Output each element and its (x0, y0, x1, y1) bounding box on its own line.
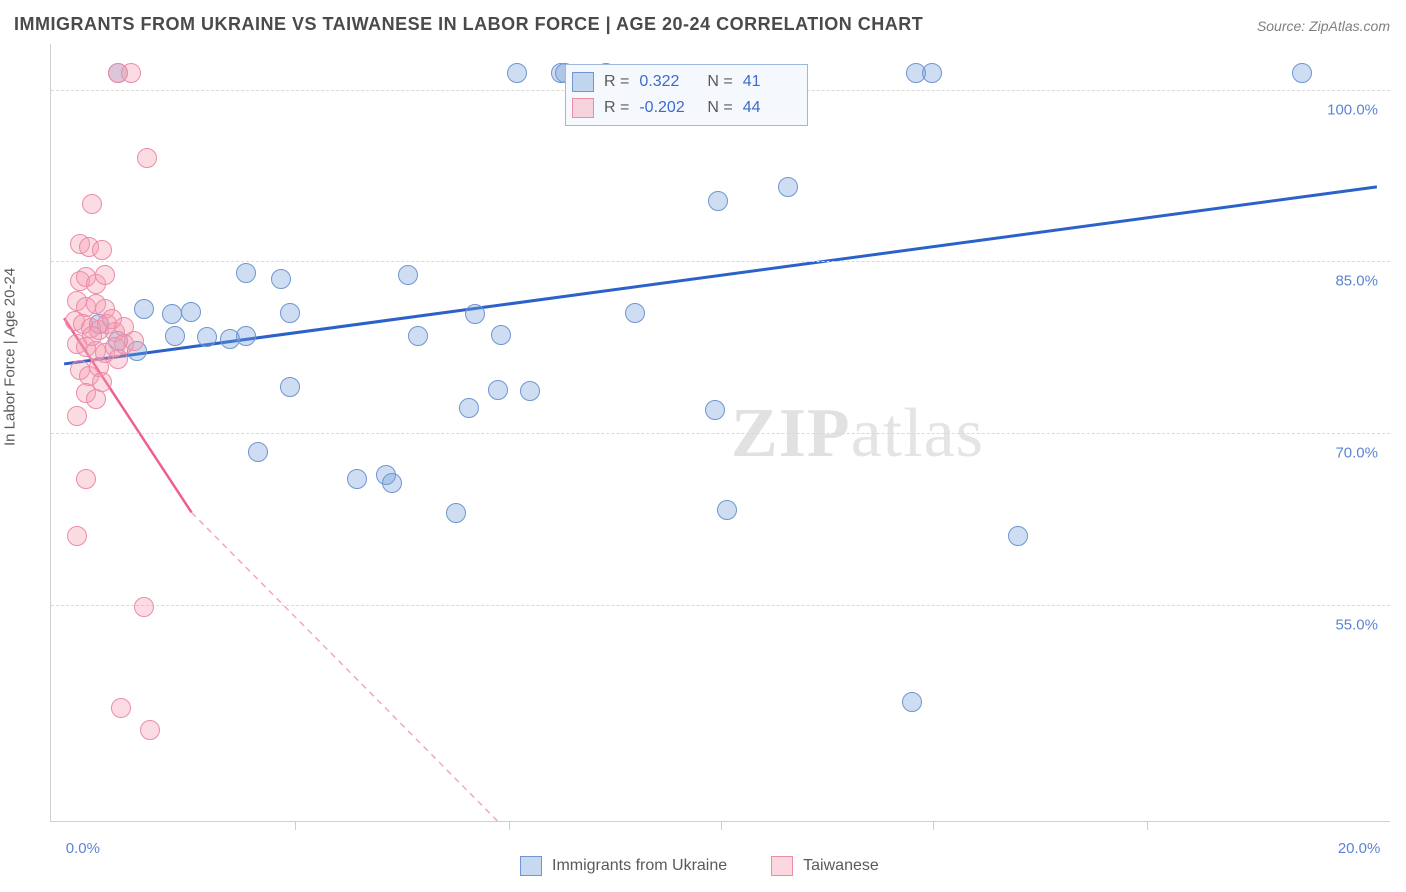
x-minor-tick (933, 822, 934, 830)
scatter-point-ukraine (491, 325, 511, 345)
legend-correlation: R = 0.322 N = 41 R = -0.202 N = 44 (565, 64, 808, 126)
scatter-point-ukraine (181, 302, 201, 322)
legend-n-label: N = (707, 73, 732, 91)
x-tick-label: 0.0% (66, 840, 100, 857)
scatter-point-taiwanese (67, 526, 87, 546)
scatter-point-ukraine (507, 63, 527, 83)
source-label: Source: ZipAtlas.com (1257, 18, 1390, 34)
legend-n-value: 41 (743, 73, 801, 91)
scatter-point-ukraine (488, 380, 508, 400)
scatter-point-ukraine (705, 400, 725, 420)
scatter-point-taiwanese (82, 194, 102, 214)
scatter-point-ukraine (236, 263, 256, 283)
legend-swatch-icon (572, 98, 594, 118)
scatter-point-ukraine (778, 177, 798, 197)
chart-title: IMMIGRANTS FROM UKRAINE VS TAIWANESE IN … (14, 14, 923, 35)
scatter-point-ukraine (134, 299, 154, 319)
legend-r-label: R = (604, 73, 629, 91)
scatter-point-taiwanese (82, 326, 102, 346)
legend-row: R = -0.202 N = 44 (572, 95, 801, 121)
scatter-point-ukraine (717, 500, 737, 520)
scatter-point-ukraine (271, 269, 291, 289)
scatter-point-taiwanese (95, 265, 115, 285)
scatter-point-ukraine (280, 377, 300, 397)
scatter-point-taiwanese (108, 349, 128, 369)
legend-row: R = 0.322 N = 41 (572, 69, 801, 95)
scatter-point-ukraine (446, 503, 466, 523)
legend-series-label: Immigrants from Ukraine (552, 857, 727, 875)
scatter-point-ukraine (902, 692, 922, 712)
scatter-point-ukraine (408, 326, 428, 346)
y-tick-label: 70.0% (1335, 445, 1378, 462)
legend-r-label: R = (604, 99, 629, 117)
trendline (64, 187, 1377, 364)
scatter-point-ukraine (236, 326, 256, 346)
legend-r-value: 0.322 (639, 73, 697, 91)
scatter-point-ukraine (625, 303, 645, 323)
scatter-point-taiwanese (76, 469, 96, 489)
plot-area: ZIPatlas 55.0%70.0%85.0%100.0%0.0%20.0% (50, 44, 1390, 822)
scatter-point-ukraine (165, 326, 185, 346)
scatter-point-taiwanese (86, 389, 106, 409)
scatter-point-ukraine (248, 442, 268, 462)
scatter-point-ukraine (280, 303, 300, 323)
scatter-point-ukraine (459, 398, 479, 418)
scatter-point-ukraine (398, 265, 418, 285)
x-minor-tick (509, 822, 510, 830)
scatter-point-taiwanese (102, 309, 122, 329)
legend-swatch-icon (771, 856, 793, 876)
legend-series: Immigrants from Ukraine Taiwanese (520, 856, 913, 876)
gridline-h (51, 605, 1390, 606)
trendline (192, 512, 498, 821)
x-minor-tick (295, 822, 296, 830)
gridline-h (51, 433, 1390, 434)
scatter-point-ukraine (197, 327, 217, 347)
legend-n-label: N = (707, 99, 732, 117)
gridline-h (51, 261, 1390, 262)
scatter-point-ukraine (520, 381, 540, 401)
legend-swatch-icon (572, 72, 594, 92)
scatter-point-taiwanese (140, 720, 160, 740)
x-minor-tick (1147, 822, 1148, 830)
scatter-point-ukraine (347, 469, 367, 489)
scatter-point-taiwanese (92, 240, 112, 260)
scatter-point-ukraine (1008, 526, 1028, 546)
scatter-point-ukraine (382, 473, 402, 493)
scatter-point-taiwanese (121, 63, 141, 83)
scatter-point-taiwanese (137, 148, 157, 168)
scatter-point-ukraine (708, 191, 728, 211)
x-minor-tick (721, 822, 722, 830)
scatter-point-taiwanese (67, 406, 87, 426)
y-axis-label: In Labor Force | Age 20-24 (2, 268, 19, 446)
legend-series-label: Taiwanese (803, 857, 879, 875)
y-tick-label: 100.0% (1327, 101, 1378, 118)
scatter-point-taiwanese (111, 698, 131, 718)
chart-container: IMMIGRANTS FROM UKRAINE VS TAIWANESE IN … (0, 0, 1406, 892)
scatter-point-ukraine (162, 304, 182, 324)
legend-n-value: 44 (743, 99, 801, 117)
scatter-point-ukraine (922, 63, 942, 83)
scatter-point-taiwanese (134, 597, 154, 617)
legend-swatch-icon (520, 856, 542, 876)
legend-r-value: -0.202 (639, 99, 697, 117)
scatter-point-taiwanese (124, 331, 144, 351)
y-tick-label: 55.0% (1335, 616, 1378, 633)
y-tick-label: 85.0% (1335, 273, 1378, 290)
scatter-point-ukraine (1292, 63, 1312, 83)
scatter-point-ukraine (465, 304, 485, 324)
scatter-point-taiwanese (92, 372, 112, 392)
x-tick-label: 20.0% (1338, 840, 1381, 857)
